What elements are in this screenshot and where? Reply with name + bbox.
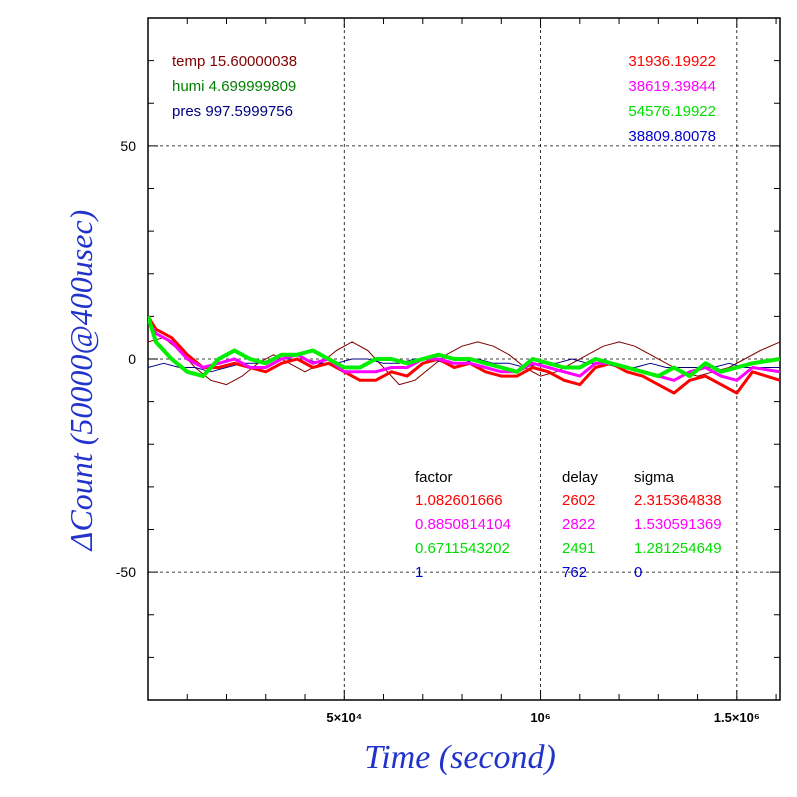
table-cell-sigma: 1.530591369: [634, 516, 722, 533]
table-cell-factor: 0.6711543202: [415, 540, 510, 557]
y-axis-title: ΔCount (50000@400usec): [63, 210, 99, 553]
count-reading: 38809.80078: [628, 128, 716, 145]
count-reading: 31936.19922: [628, 53, 716, 70]
series-line-1: [148, 337, 780, 386]
table-cell-sigma: 1.281254649: [634, 540, 722, 557]
count-reading: 54576.19922: [628, 103, 716, 120]
series-line-5: [148, 315, 780, 379]
table-cell-factor: 1: [415, 564, 423, 581]
table-header: sigma: [634, 469, 675, 486]
env-reading: humi 4.699999809: [172, 78, 296, 95]
y-tick-label: -50: [116, 564, 136, 580]
table-header: delay: [562, 469, 598, 486]
series-group: [148, 315, 780, 395]
table-cell-delay: 2491: [562, 540, 595, 557]
env-reading: pres 997.5999756: [172, 103, 293, 120]
table-cell-delay: 2602: [562, 492, 595, 509]
env-reading: temp 15.60000038: [172, 53, 297, 70]
ticks: [148, 18, 780, 700]
table-cell-delay: 762: [562, 564, 587, 581]
x-axis-title: Time (second): [364, 739, 556, 776]
annotations: temp 15.60000038 humi 4.699999809 pres 997…: [172, 53, 722, 581]
series-line-4: [148, 319, 780, 382]
y-tick-label: 0: [128, 351, 136, 367]
x-tick-label: 10⁶: [530, 710, 550, 725]
tick-labels: 5×10⁴ 10⁶ 1.5×10⁶ 50 0 -50: [116, 138, 760, 725]
count-reading: 38619.39844: [628, 78, 716, 95]
table-header: factor: [415, 469, 453, 486]
x-tick-label: 1.5×10⁶: [714, 710, 760, 725]
table-cell-delay: 2822: [562, 516, 595, 533]
table-cell-sigma: 0: [634, 564, 642, 581]
table-cell-factor: 0.8850814104: [415, 516, 511, 533]
table-cell-sigma: 2.315364838: [634, 492, 722, 509]
x-tick-label: 5×10⁴: [326, 710, 362, 725]
y-tick-label: 50: [120, 138, 136, 154]
table-cell-factor: 1.082601666: [415, 492, 503, 509]
